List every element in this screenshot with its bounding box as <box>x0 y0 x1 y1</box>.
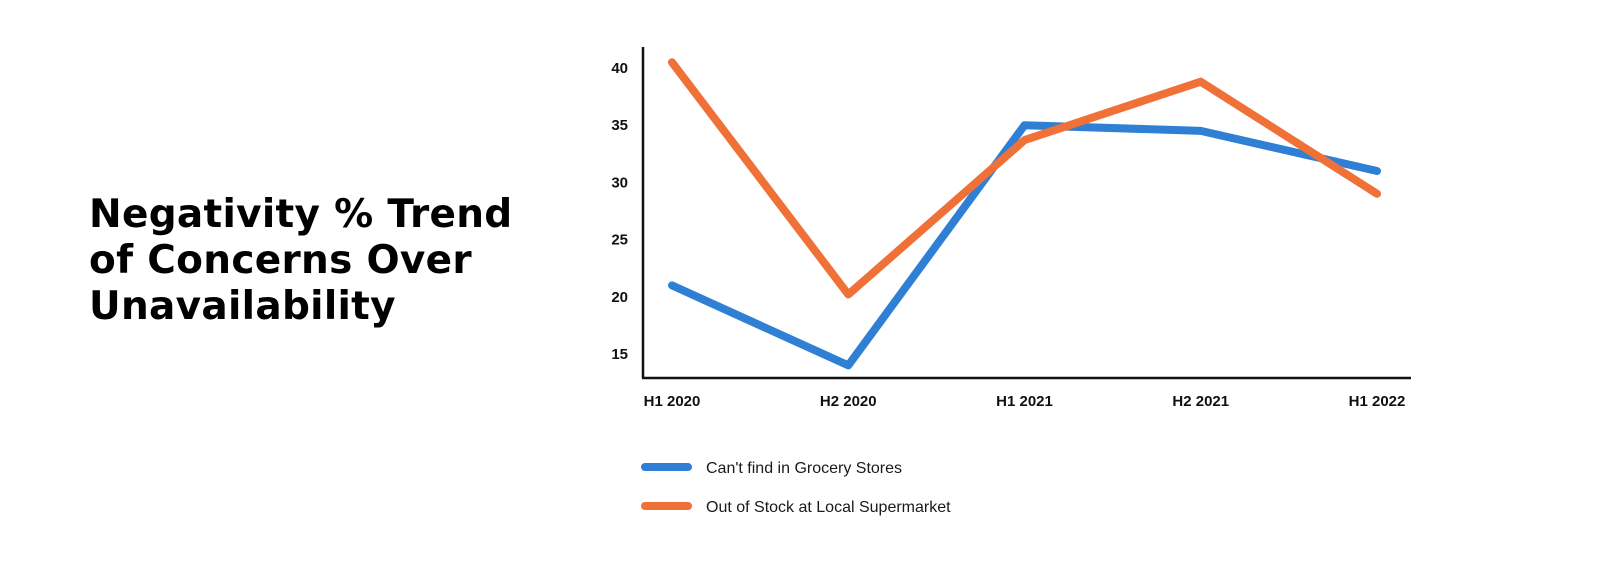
x-tick-label: H1 2021 <box>996 393 1053 410</box>
y-axis-ticks: 15 20 25 30 35 40 <box>611 60 628 363</box>
legend-label-1: Can't find in Grocery Stores <box>706 460 902 477</box>
axes <box>641 47 1411 380</box>
chart-title-line-2: of Concerns Over <box>89 238 472 283</box>
x-axis-ticks: H1 2020 H2 2020 H1 2021 H2 2021 H1 2022 <box>644 393 1406 410</box>
series-line-1 <box>668 121 1381 370</box>
legend-label-2: Out of Stock at Local Supermarket <box>706 499 951 516</box>
series-line-2 <box>668 58 1381 299</box>
y-tick-label: 30 <box>611 174 628 191</box>
x-tick-label: H2 2021 <box>1172 393 1229 410</box>
series-lines <box>668 58 1381 370</box>
chart-title-line-1: Negativity % Trend <box>89 192 513 237</box>
chart-title: Negativity % Trend of Concerns Over Unav… <box>89 192 529 330</box>
y-tick-label: 40 <box>611 60 628 77</box>
chart-title-line-3: Unavailability <box>89 284 396 329</box>
y-tick-label: 20 <box>611 289 628 306</box>
legend: Can't find in Grocery Stores Out of Stock… <box>641 460 951 516</box>
y-tick-label: 25 <box>611 232 628 249</box>
x-tick-label: H1 2022 <box>1349 393 1406 410</box>
y-tick-label: 15 <box>611 346 628 363</box>
x-tick-label: H2 2020 <box>820 393 877 410</box>
x-tick-label: H1 2020 <box>644 393 701 410</box>
y-tick-label: 35 <box>611 117 628 134</box>
